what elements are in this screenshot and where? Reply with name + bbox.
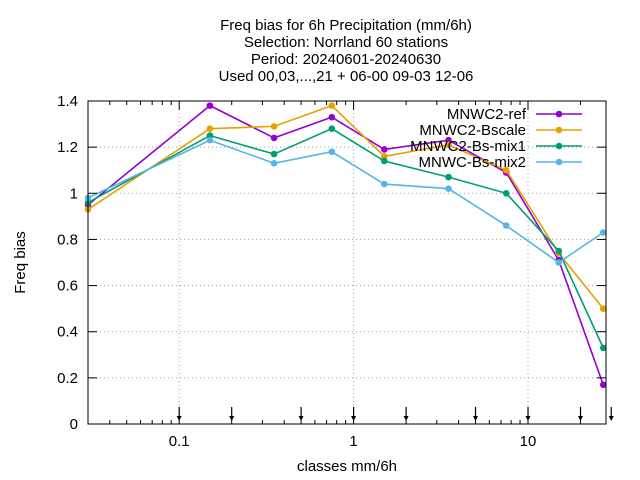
data-point-MNWC2-Bscale xyxy=(502,166,510,174)
data-point-MNWC2-Bscale xyxy=(328,102,336,109)
data-point-MNWC2-Bs-mix1 xyxy=(555,247,563,255)
threshold-arrow-head xyxy=(578,416,584,421)
axis-ticks: 0 0.2 0.4 0.6 0.8 1 1.2 1.4 0.1 1 10 xyxy=(57,93,606,450)
threshold-arrow-head xyxy=(298,416,304,421)
chart-title-line: Selection: Norrland 60 stations xyxy=(244,34,448,51)
x-tick-label: 10 xyxy=(520,433,537,450)
data-point-MNWC2-ref xyxy=(381,146,388,153)
y-tick-label: 0.6 xyxy=(57,278,78,295)
y-tick-label: 1.2 xyxy=(57,139,78,156)
data-point-MNWC-Bs-mix2 xyxy=(328,148,336,156)
class-threshold-arrows xyxy=(176,407,614,421)
data-point-MNWC-Bs-mix2 xyxy=(555,259,563,266)
chart-title-line: Period: 20240601-20240630 xyxy=(251,51,441,68)
data-point-MNWC2-ref xyxy=(328,113,336,121)
legend-label: MNWC-Bs-mix2 xyxy=(419,154,526,171)
y-tick-label: 0.4 xyxy=(57,324,78,341)
data-point-MNWC-Bs-mix2 xyxy=(206,136,214,144)
data-point-MNWC2-Bscale xyxy=(599,305,607,312)
data-point-MNWC-Bs-mix2 xyxy=(270,159,278,167)
legend-marker xyxy=(555,142,563,150)
plot-area-frame xyxy=(87,100,607,425)
y-axis-label: Freq bias xyxy=(12,231,29,294)
y-tick-label: 0.8 xyxy=(57,231,78,248)
data-point-MNWC2-Bs-mix1 xyxy=(502,189,510,197)
threshold-arrow-head xyxy=(229,416,235,421)
data-point-MNWC2-ref xyxy=(599,381,607,389)
legend-marker xyxy=(555,126,563,134)
legend-marker xyxy=(555,110,563,118)
data-point-MNWC2-Bs-mix1 xyxy=(445,173,452,181)
legend-label: MNWC2-Bs-mix1 xyxy=(410,138,526,155)
data-point-MNWC-Bs-mix2 xyxy=(381,180,388,188)
data-point-MNWC2-ref xyxy=(206,102,214,109)
data-point-MNWC2-Bscale xyxy=(270,123,278,130)
data-point-MNWC2-Bscale xyxy=(445,141,452,149)
data-point-MNWC2-Bs-mix1 xyxy=(599,344,607,352)
data-point-MNWC2-Bscale xyxy=(381,153,388,160)
x-tick-label: 1 xyxy=(349,433,357,450)
data-point-MNWC2-Bs-mix1 xyxy=(206,132,214,139)
threshold-arrow-head xyxy=(403,416,409,421)
data-point-MNWC-Bs-mix2 xyxy=(502,222,510,229)
legend-label: MNWC2-ref xyxy=(447,106,527,123)
chart-title-line: Freq bias for 6h Precipitation (mm/6h) xyxy=(220,17,472,34)
data-point-MNWC2-Bs-mix1 xyxy=(381,157,388,165)
data-point-MNWC2-ref xyxy=(270,134,278,142)
legend-marker xyxy=(555,158,563,166)
x-tick-label: 0.1 xyxy=(169,433,190,450)
chart-title-line: Used 00,03,...,21 + 06-00 09-03 12-06 xyxy=(219,68,474,85)
data-point-MNWC2-Bs-mix1 xyxy=(270,150,278,158)
data-point-MNWC2-ref xyxy=(445,136,452,144)
legend: MNWC2-refMNWC2-BscaleMNWC2-Bs-mix1MNWC-B… xyxy=(410,106,582,171)
y-tick-label: 1 xyxy=(70,185,78,202)
y-tick-label: 0 xyxy=(70,416,78,433)
threshold-arrow-head xyxy=(608,416,614,421)
legend-label: MNWC2-Bscale xyxy=(419,122,526,139)
chart-title: Freq bias for 6h Precipitation (mm/6h)Se… xyxy=(219,17,474,85)
data-point-MNWC-Bs-mix2 xyxy=(445,185,452,192)
data-point-MNWC2-Bs-mix1 xyxy=(328,125,336,132)
threshold-arrow-head xyxy=(473,416,479,421)
data-point-MNWC2-Bscale xyxy=(206,125,214,132)
y-tick-label: 0.2 xyxy=(57,370,78,387)
y-tick-label: 1.4 xyxy=(57,93,78,110)
x-axis-label: classes mm/6h xyxy=(297,458,397,475)
series-lines xyxy=(84,102,607,389)
data-point-MNWC-Bs-mix2 xyxy=(599,229,607,236)
grid-lines xyxy=(88,101,606,424)
